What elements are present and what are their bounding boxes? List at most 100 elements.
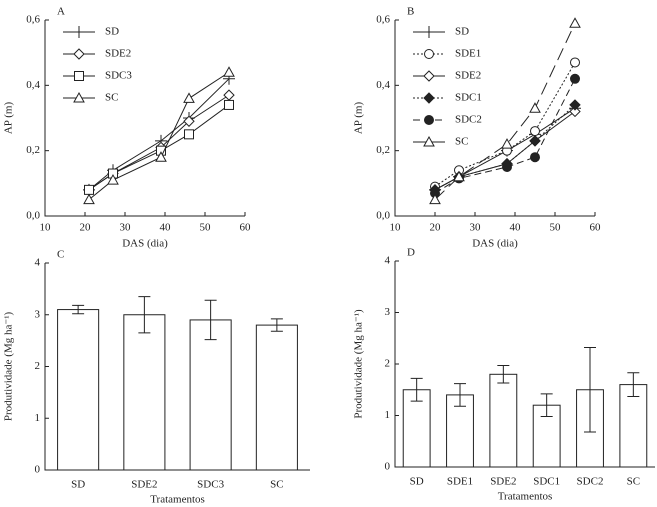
y-tick-label: 3 xyxy=(35,308,41,320)
legend-marker xyxy=(73,91,85,103)
marker xyxy=(569,99,581,111)
y-axis-label: Produtividade (Mg ha⁻¹) xyxy=(353,309,365,419)
y-tick-label: 0,2 xyxy=(376,144,390,156)
legend-marker xyxy=(423,92,435,104)
x-axis-label: Tratamentos xyxy=(498,491,553,503)
x-tick-label: SDC3 xyxy=(197,479,224,491)
y-tick-label: 0,6 xyxy=(376,14,390,26)
error-bar xyxy=(138,296,151,334)
legend-label: SC xyxy=(105,92,118,104)
x-tick-label: SDC1 xyxy=(533,476,560,488)
marker xyxy=(223,66,235,77)
axis xyxy=(44,20,245,217)
marker xyxy=(529,135,541,147)
marker xyxy=(570,57,580,68)
x-axis-label: DAS (dia) xyxy=(472,238,518,250)
bar xyxy=(123,314,166,471)
error-bar xyxy=(584,347,596,433)
x-tick-label: 40 xyxy=(160,222,172,234)
legend-marker xyxy=(73,26,85,38)
panel-label: D xyxy=(407,247,415,259)
legend-marker xyxy=(424,115,434,125)
y-axis-label: AP (m) xyxy=(353,102,365,135)
x-tick-label: 10 xyxy=(40,222,52,234)
legend-marker xyxy=(423,135,435,147)
x-axis-label: Tratamentos xyxy=(150,494,205,506)
error-bar xyxy=(627,372,640,397)
x-tick-label: 20 xyxy=(80,222,92,234)
legend-label: SDE1 xyxy=(455,48,481,60)
x-tick-label: SDC2 xyxy=(577,476,604,488)
y-tick-label: 2 xyxy=(385,358,391,370)
legend-label: SDE2 xyxy=(105,48,131,60)
y-tick-label: 0,0 xyxy=(26,210,40,222)
y-tick-label: 4 xyxy=(385,255,391,267)
marker xyxy=(530,126,540,137)
marker xyxy=(155,151,167,162)
x-tick-label: SDE1 xyxy=(447,476,473,488)
legend-marker xyxy=(424,49,434,59)
bar xyxy=(189,319,232,471)
error-bar xyxy=(204,299,217,341)
x-tick-label: SC xyxy=(627,476,640,488)
legend-label: SC xyxy=(455,136,468,148)
error-bar xyxy=(454,383,466,407)
y-tick-label: 0,4 xyxy=(376,79,390,91)
marker xyxy=(529,102,541,113)
marker xyxy=(530,152,540,163)
bar xyxy=(57,309,100,471)
legend-label: SDC1 xyxy=(455,92,482,104)
y-tick-label: 3 xyxy=(385,306,391,318)
x-axis-label: DAS (dia) xyxy=(122,238,168,250)
y-tick-label: 1 xyxy=(35,412,41,424)
panel-label: B xyxy=(407,6,414,18)
y-tick-label: 0 xyxy=(35,464,41,476)
bar xyxy=(255,324,298,471)
x-tick-label: SD xyxy=(410,476,424,488)
marker xyxy=(224,99,234,110)
error-bar xyxy=(410,377,423,402)
series-line xyxy=(434,23,576,201)
y-tick-label: 0 xyxy=(385,461,391,473)
axis xyxy=(394,261,655,468)
legend-marker xyxy=(423,70,435,82)
marker xyxy=(223,89,235,101)
marker xyxy=(83,193,95,205)
marker xyxy=(501,138,513,149)
error-bar xyxy=(540,393,553,418)
error-bar xyxy=(270,318,283,332)
x-tick-label: 20 xyxy=(430,222,442,234)
y-tick-label: 0,2 xyxy=(26,144,40,156)
y-tick-label: 0,6 xyxy=(26,14,40,26)
x-tick-label: SC xyxy=(270,479,283,491)
error-bar xyxy=(72,304,85,315)
x-tick-label: 60 xyxy=(590,222,602,234)
legend-marker xyxy=(74,71,84,81)
y-tick-label: 4 xyxy=(35,257,41,269)
y-axis-label: AP (m) xyxy=(3,102,15,135)
y-tick-label: 1 xyxy=(385,409,391,421)
y-tick-label: 0,4 xyxy=(26,79,40,91)
marker xyxy=(107,174,119,185)
error-bar xyxy=(497,365,510,384)
y-tick-label: 2 xyxy=(35,360,41,372)
legend-label: SD xyxy=(455,26,469,38)
legend-label: SDC2 xyxy=(455,114,482,126)
bar xyxy=(619,384,648,468)
marker xyxy=(569,17,581,28)
marker xyxy=(570,73,580,84)
legend-label: SDE2 xyxy=(455,70,481,82)
marker xyxy=(183,92,195,103)
legend-label: SD xyxy=(105,26,119,38)
legend-marker xyxy=(423,26,435,38)
marker xyxy=(453,170,465,182)
marker xyxy=(84,184,94,195)
x-tick-label: SDE2 xyxy=(131,479,157,491)
x-tick-label: 30 xyxy=(120,222,132,234)
panel-label: C xyxy=(57,249,64,261)
marker xyxy=(184,129,194,140)
x-tick-label: 40 xyxy=(510,222,522,234)
x-tick-label: 30 xyxy=(470,222,482,234)
x-tick-label: 50 xyxy=(200,222,212,234)
